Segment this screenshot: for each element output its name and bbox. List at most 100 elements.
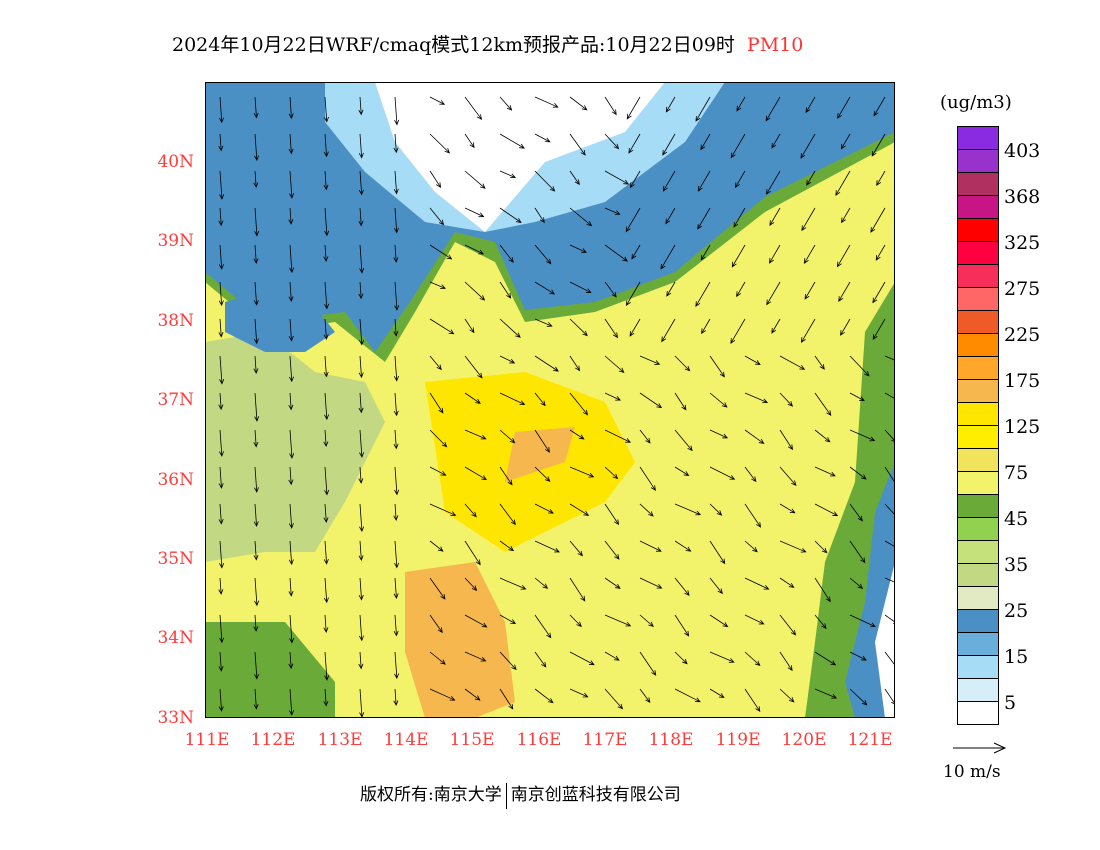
blue-west-patch bbox=[225, 282, 335, 352]
wind-arrow bbox=[253, 688, 259, 710]
color-bar-swatch bbox=[958, 403, 998, 426]
wind-arrow bbox=[499, 577, 527, 590]
wind-arrow bbox=[849, 392, 865, 402]
wind-arrow bbox=[569, 688, 589, 698]
wind-arrow bbox=[534, 392, 546, 407]
wind-arrow bbox=[769, 244, 781, 264]
wind-arrow bbox=[429, 170, 442, 189]
wind-arrow bbox=[393, 355, 399, 382]
wind-arrow bbox=[499, 688, 514, 710]
lat-label: 37N bbox=[157, 390, 194, 410]
wind-arrow bbox=[218, 466, 224, 489]
wind-arrow bbox=[499, 207, 522, 224]
wind-arrow bbox=[253, 355, 259, 375]
wind-arrow bbox=[218, 651, 224, 672]
wind-arrow bbox=[358, 392, 364, 414]
wind-arrow bbox=[323, 429, 329, 448]
color-bar-swatch bbox=[958, 242, 998, 265]
lon-label: 113E bbox=[317, 730, 363, 750]
wind-arrow bbox=[534, 133, 551, 143]
lon-label: 120E bbox=[781, 730, 827, 750]
wind-arrow bbox=[464, 207, 485, 218]
wind-arrow bbox=[709, 540, 726, 565]
wind-arrow bbox=[429, 466, 447, 476]
wind-arrow bbox=[253, 503, 259, 527]
wind-arrow bbox=[429, 429, 448, 448]
wind-arrow bbox=[604, 614, 632, 627]
wind-arrow bbox=[569, 577, 586, 602]
wind-arrow bbox=[534, 355, 559, 372]
wind-reference-arrow-icon bbox=[953, 742, 1007, 754]
wind-arrow bbox=[394, 540, 400, 569]
wind-arrow bbox=[464, 170, 486, 189]
wind-arrow bbox=[662, 170, 676, 192]
wind-arrow bbox=[744, 577, 770, 590]
color-bar-swatch bbox=[958, 587, 998, 610]
wind-arrow bbox=[744, 503, 762, 528]
wind-arrow bbox=[323, 355, 329, 378]
wind-arrow bbox=[218, 392, 224, 411]
wind-arrow bbox=[288, 466, 294, 486]
wind-arrow bbox=[849, 429, 876, 442]
color-bar-swatch bbox=[958, 472, 998, 495]
color-bar-label: 225 bbox=[1004, 324, 1041, 346]
wind-arrow bbox=[219, 355, 225, 385]
wind-arrow bbox=[744, 540, 758, 553]
color-bar-swatch bbox=[958, 656, 998, 679]
lon-label: 121E bbox=[847, 730, 893, 750]
wind-arrow bbox=[730, 318, 746, 344]
wind-arrow bbox=[324, 392, 330, 421]
wind-arrow bbox=[429, 614, 443, 634]
wind-arrow bbox=[849, 688, 868, 706]
wind-arrow bbox=[254, 577, 260, 607]
sea-region bbox=[875, 562, 895, 718]
wind-arrow bbox=[569, 355, 581, 372]
wind-arrow bbox=[534, 540, 560, 553]
footer-divider bbox=[505, 782, 507, 809]
wind-arrow bbox=[393, 614, 399, 637]
wind-arrow bbox=[393, 133, 399, 154]
wind-arrow bbox=[665, 96, 676, 113]
wind-arrow bbox=[393, 688, 399, 707]
copyright-left: 版权所有:南京大学 bbox=[360, 785, 502, 805]
wind-arrow bbox=[604, 429, 632, 443]
wind-arrow bbox=[534, 614, 552, 639]
color-bar-swatch bbox=[958, 219, 998, 242]
wind-vectors bbox=[218, 96, 895, 718]
wind-arrow bbox=[499, 392, 526, 405]
wind-arrow bbox=[604, 540, 620, 560]
wind-arrow bbox=[709, 466, 736, 480]
wind-arrow bbox=[814, 429, 831, 443]
wind-arrow bbox=[872, 281, 886, 304]
wind-arrow bbox=[769, 207, 781, 227]
wind-arrow bbox=[884, 392, 895, 400]
lat-label: 36N bbox=[157, 470, 194, 490]
wind-arrow bbox=[288, 133, 294, 155]
wind-arrow bbox=[639, 392, 663, 409]
orange-south-region bbox=[405, 562, 515, 718]
wind-arrow bbox=[629, 318, 641, 337]
color-bar-swatch bbox=[958, 380, 998, 403]
color-bar-label: 5 bbox=[1004, 692, 1017, 714]
color-bar-swatch bbox=[958, 495, 998, 518]
wind-arrow bbox=[639, 614, 654, 627]
wind-arrow bbox=[288, 318, 294, 342]
wind-arrow bbox=[534, 281, 556, 295]
lon-label: 111E bbox=[184, 730, 230, 750]
wind-arrow bbox=[779, 540, 807, 553]
color-bar-swatch bbox=[958, 449, 998, 472]
wind-arrow bbox=[288, 281, 294, 302]
wind-arrow bbox=[289, 688, 295, 716]
wind-reference-label: 10 m/s bbox=[943, 762, 1001, 782]
wind-arrow bbox=[884, 651, 895, 666]
wind-arrow bbox=[359, 318, 365, 346]
wind-arrow bbox=[604, 207, 621, 215]
wind-arrow bbox=[779, 577, 795, 588]
color-bar-label: 35 bbox=[1004, 554, 1029, 576]
wind-arrow bbox=[288, 392, 294, 411]
wind-arrow bbox=[323, 577, 329, 604]
wind-arrow bbox=[324, 281, 330, 310]
wind-arrow bbox=[218, 318, 224, 338]
wind-arrow bbox=[253, 540, 259, 561]
wind-arrow bbox=[674, 503, 702, 516]
